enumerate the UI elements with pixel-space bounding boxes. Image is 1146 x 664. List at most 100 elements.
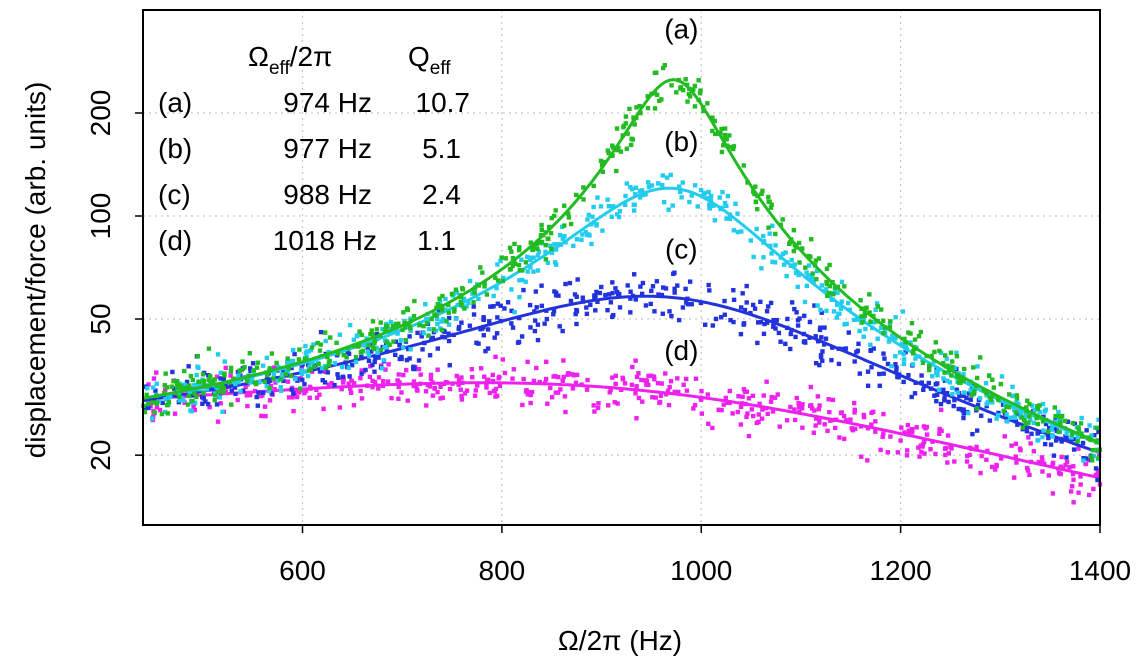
data-point — [818, 307, 823, 313]
data-point — [817, 416, 822, 422]
data-point — [165, 411, 171, 416]
data-point — [598, 204, 604, 209]
data-point — [666, 402, 672, 408]
data-point — [520, 268, 525, 273]
data-point — [481, 317, 486, 322]
data-point — [1037, 409, 1042, 415]
data-point — [446, 322, 452, 327]
data-point — [242, 365, 247, 370]
data-point — [793, 245, 799, 250]
data-point — [839, 299, 845, 304]
data-point — [185, 402, 191, 407]
data-point — [800, 246, 805, 251]
data-point — [984, 390, 989, 396]
data-point — [493, 275, 498, 280]
data-point — [218, 401, 223, 406]
data-point — [765, 304, 771, 309]
data-point — [756, 412, 761, 417]
data-point — [370, 384, 375, 390]
data-point — [239, 367, 244, 373]
data-point — [517, 277, 522, 283]
data-point — [336, 375, 341, 380]
data-point — [843, 346, 849, 351]
data-point — [145, 401, 151, 407]
data-point — [521, 376, 526, 382]
data-point — [408, 326, 413, 331]
data-point — [554, 262, 559, 267]
data-point — [326, 360, 332, 365]
data-point — [813, 416, 819, 421]
data-point — [652, 309, 657, 314]
data-point — [633, 358, 638, 363]
data-point — [1026, 420, 1031, 425]
data-point — [746, 396, 752, 401]
data-point — [900, 309, 906, 314]
data-point — [549, 395, 555, 400]
data-point — [472, 290, 477, 295]
data-point — [710, 115, 715, 120]
data-point — [203, 399, 208, 404]
data-point — [318, 329, 324, 335]
data-point — [800, 425, 805, 430]
data-point — [257, 379, 262, 385]
data-point — [731, 228, 737, 233]
data-point — [967, 452, 972, 458]
data-point — [562, 223, 567, 228]
data-point — [376, 355, 381, 360]
data-point — [1080, 440, 1086, 446]
data-point — [832, 285, 838, 290]
data-point — [1056, 409, 1061, 415]
data-point — [217, 395, 223, 400]
data-point — [920, 360, 926, 366]
data-point — [579, 237, 584, 243]
data-point — [906, 428, 912, 433]
data-point — [171, 379, 176, 384]
data-point — [814, 276, 819, 282]
data-point — [339, 386, 344, 392]
data-point — [207, 404, 212, 410]
legend-row-q: 1.1 — [417, 225, 456, 256]
data-point — [435, 321, 440, 327]
data-point — [430, 393, 436, 398]
data-point — [487, 390, 492, 396]
data-point — [623, 193, 628, 199]
data-point — [1051, 453, 1057, 458]
data-point — [281, 378, 286, 384]
data-point — [975, 364, 980, 369]
data-point — [857, 371, 863, 376]
data-point — [1036, 459, 1041, 465]
data-point — [1059, 413, 1065, 419]
data-point — [556, 293, 561, 298]
data-point — [869, 364, 874, 370]
data-point — [495, 278, 501, 283]
data-point — [1064, 435, 1069, 441]
data-point — [421, 331, 426, 336]
data-point — [1007, 392, 1012, 397]
data-point — [432, 386, 438, 391]
data-point — [591, 403, 596, 408]
data-point — [674, 90, 679, 95]
data-point — [228, 373, 233, 378]
data-point — [621, 123, 627, 128]
data-point — [935, 368, 941, 373]
data-point — [476, 296, 481, 302]
data-point — [1010, 384, 1015, 390]
data-point — [427, 384, 433, 389]
data-point — [783, 250, 788, 255]
data-point — [294, 394, 300, 400]
data-point — [904, 453, 910, 458]
data-point — [713, 316, 719, 322]
data-point — [142, 409, 148, 415]
data-point — [163, 397, 168, 402]
data-point — [372, 369, 377, 374]
data-point — [807, 403, 813, 409]
legend-header-q: Qeff — [408, 41, 451, 79]
data-point — [558, 387, 563, 392]
data-point — [691, 406, 696, 411]
data-point — [480, 326, 485, 331]
data-point — [645, 105, 651, 111]
data-point — [314, 387, 319, 393]
data-point — [337, 405, 343, 410]
data-point — [793, 270, 799, 276]
data-point — [725, 193, 731, 199]
